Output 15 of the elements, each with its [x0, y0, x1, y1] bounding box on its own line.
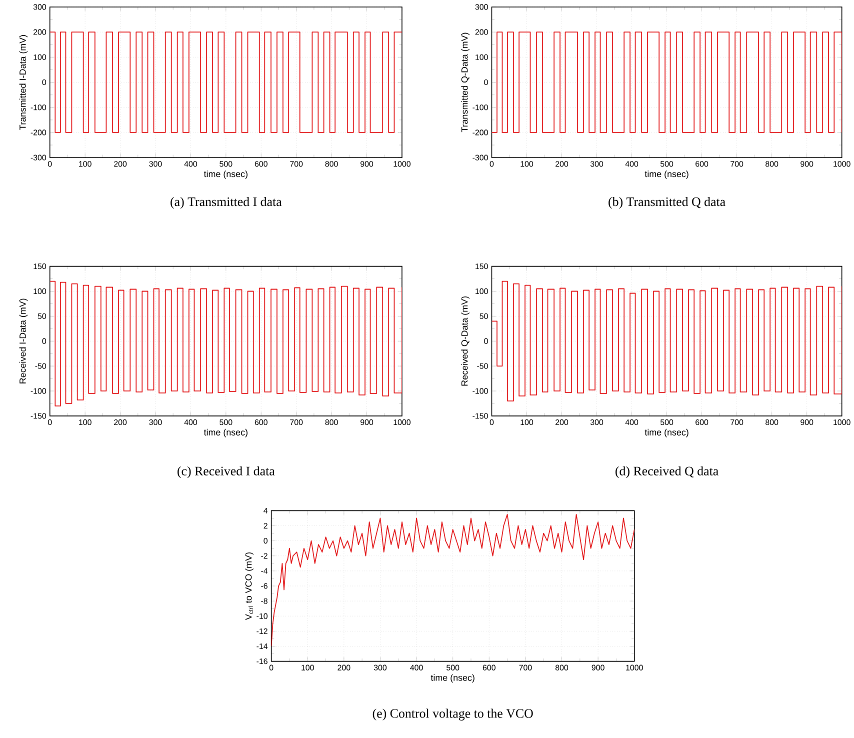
x-axis-title: time (nsec) [644, 170, 688, 179]
text: (c) Received I data [178, 466, 275, 478]
text: (d) Received Q data [616, 466, 718, 478]
y-axis-title: Transmitted Q-Data (mV) [461, 32, 470, 132]
y-axis-title: Received I-Data (mV) [19, 298, 28, 384]
text: (e) Control voltage to the VCO [372, 708, 533, 720]
text: (a) Transmitted I data [170, 196, 282, 209]
x-axis-title: time (nsec) [204, 428, 248, 438]
x-axis-title: time (nsec) [204, 170, 248, 179]
y-axis-title: Transmitted I-Data (mV) [19, 35, 28, 130]
x-axis-title: time (nsec) [644, 428, 688, 438]
x-axis-title: time (nsec) [430, 674, 474, 683]
y-axis-title: V$_{ctrl}$ to VCO (mV) [245, 552, 254, 620]
text: (b) Transmitted Q data [608, 196, 726, 209]
y-axis-title: Received Q-Data (mV) [461, 296, 470, 386]
